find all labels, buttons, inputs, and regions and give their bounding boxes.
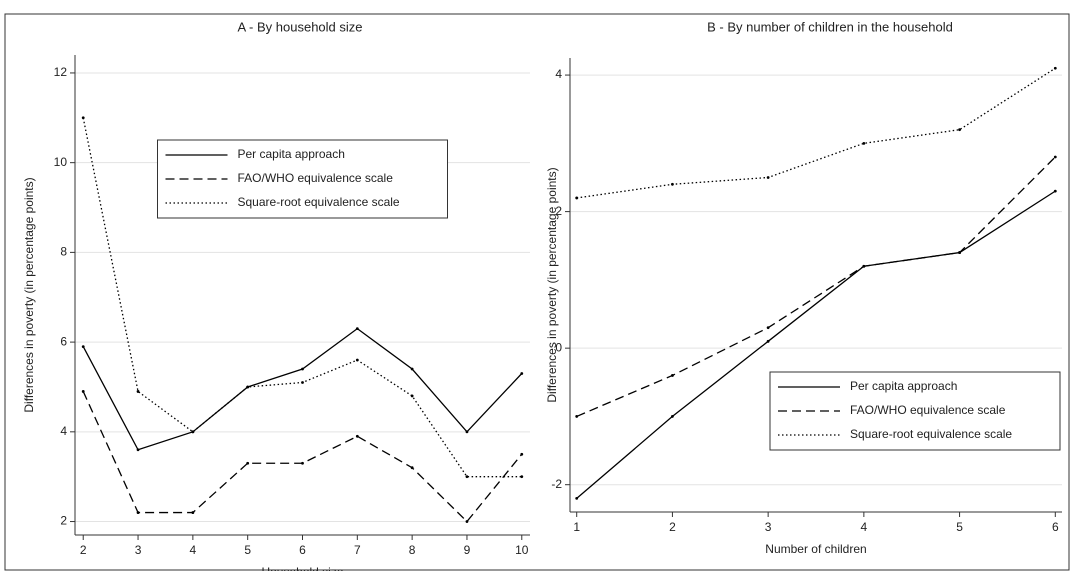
point [136,448,140,452]
legend-label: Per capita approach [238,147,345,161]
point [1053,189,1057,193]
point [301,381,304,384]
x-tick-label: 8 [409,543,416,557]
point [766,176,770,179]
point [301,367,304,371]
panel-title: B - By number of children in the househo… [707,19,953,34]
x-axis-label: Number of children [765,542,866,556]
x-tick-label: 3 [765,520,772,534]
point [246,385,250,389]
point [575,415,579,418]
y-tick-label: 8 [60,245,67,259]
point [862,264,866,268]
point [191,430,195,434]
series-line [576,156,1056,418]
point [958,251,961,254]
legend: Per capita approach FAO/WHO equivalence s… [769,371,1061,451]
y-tick-label: -2 [551,477,562,491]
point [671,415,674,418]
y-axis-label: Differences in poverty (in percentage po… [22,177,36,412]
point [246,461,250,465]
x-tick-label: 10 [515,543,529,557]
point [520,372,524,375]
point [410,394,414,398]
x-tick-label: 6 [1052,520,1059,534]
x-tick-label: 2 [669,520,676,534]
figure-frame [4,13,1070,571]
y-tick-label: 4 [555,67,562,81]
point [410,466,414,470]
point [355,358,359,362]
point [301,461,304,465]
point [671,182,674,186]
y-tick-label: 0 [555,340,562,354]
point [465,520,469,523]
x-tick-label: 2 [80,543,87,557]
x-tick-label: 9 [464,543,471,557]
point [465,475,469,479]
panel-title: A - By household size [237,19,362,34]
legend-label: FAO/WHO equivalence scale [850,403,1006,417]
y-tick-label: 12 [54,65,68,79]
series-line [576,67,1056,199]
y-tick-label: 6 [60,334,67,348]
point [1053,66,1057,70]
y-tick-label: 4 [60,424,67,438]
legend-label: FAO/WHO equivalence scale [238,171,394,185]
point [81,390,85,393]
x-tick-label: 4 [861,520,868,534]
series-line [576,190,1056,499]
x-tick-label: 5 [244,543,251,557]
point [355,434,359,438]
x-tick-label: 5 [956,520,963,534]
x-tick-label: 3 [135,543,142,557]
point [191,511,195,514]
y-tick-label: 2 [555,204,562,218]
legend-label: Square-root equivalence scale [850,427,1012,441]
x-axis-label: Household size [261,565,343,571]
point [671,374,674,377]
point [136,390,140,393]
point [81,116,85,120]
point [520,475,524,479]
x-tick-label: 1 [573,520,580,534]
point [465,430,469,434]
y-tick-label: 10 [54,155,68,169]
x-tick-label: 7 [354,543,361,557]
point [575,496,579,500]
point [410,367,414,371]
y-axis-label: Differences in poverty (in percentage po… [545,167,559,402]
point [958,128,961,132]
point [766,339,770,343]
legend-box [769,371,1061,451]
x-tick-label: 4 [190,543,197,557]
point [766,326,770,330]
point [575,196,579,200]
point [520,452,524,456]
legend-label: Per capita approach [850,379,957,393]
y-tick-label: 2 [60,514,67,528]
legend-label: Square-root equivalence scale [238,195,400,209]
x-tick-label: 6 [299,543,306,557]
point [862,141,866,145]
point [355,327,359,331]
legend-box [157,139,448,219]
point [81,345,85,348]
point [136,511,140,514]
point [1053,155,1057,159]
legend: Per capita approach FAO/WHO equivalence s… [157,139,448,219]
